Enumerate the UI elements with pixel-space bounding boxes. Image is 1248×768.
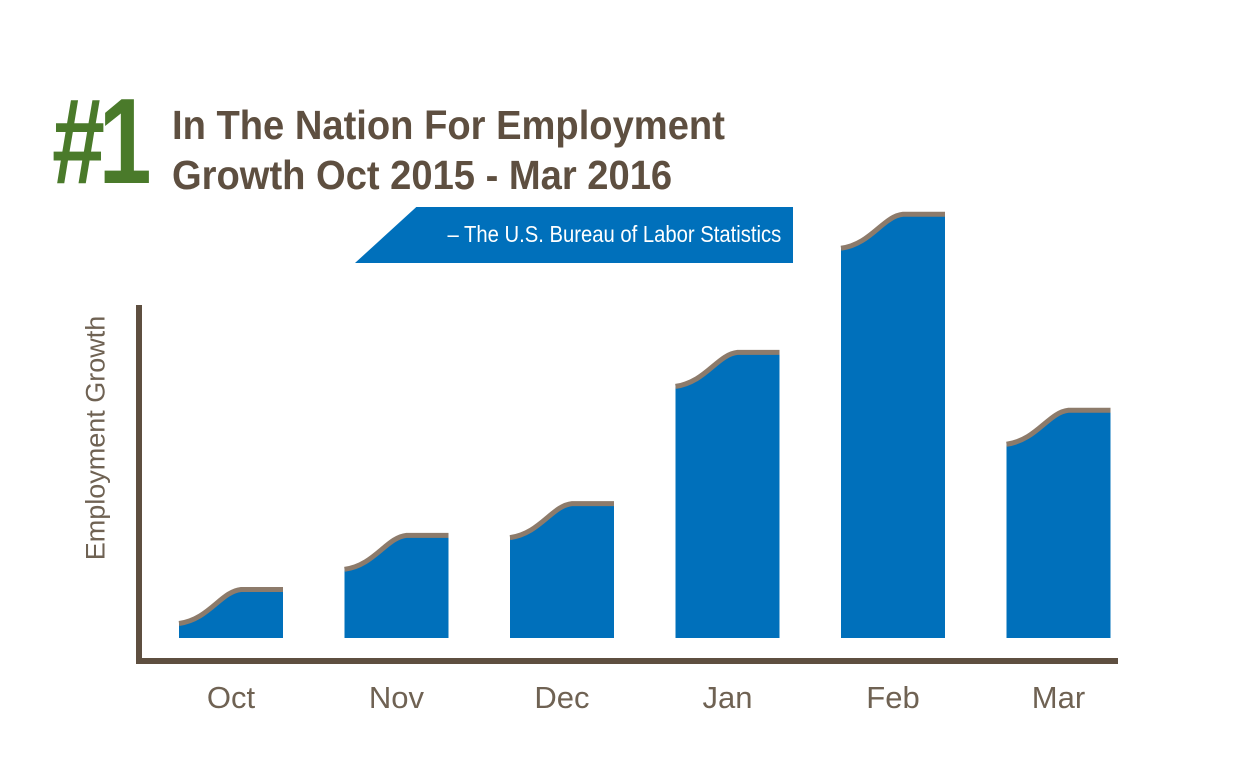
bar-cap-feb bbox=[840, 211, 945, 251]
x-tick-nov: Nov bbox=[369, 680, 425, 715]
bar-cap-oct bbox=[178, 586, 283, 626]
bars-group bbox=[178, 211, 1111, 638]
headline-line-1: In The Nation For Employment bbox=[172, 102, 725, 148]
bar-cap-mar bbox=[1006, 407, 1111, 447]
bar-nov bbox=[344, 535, 449, 638]
bar-jan bbox=[675, 352, 780, 638]
bar-cap-nov bbox=[344, 532, 449, 572]
rank-number: #1 bbox=[52, 73, 152, 209]
x-tick-jan: Jan bbox=[703, 680, 753, 715]
bar-cap-dec bbox=[509, 501, 614, 541]
x-tick-labels: Oct Nov Dec Jan Feb Mar bbox=[207, 680, 1085, 715]
source-banner: – The U.S. Bureau of Labor Statistics bbox=[355, 207, 793, 263]
headline: In The Nation For Employment Growth Oct … bbox=[172, 100, 767, 200]
x-tick-mar: Mar bbox=[1032, 680, 1085, 715]
x-tick-feb: Feb bbox=[866, 680, 919, 715]
bar-cap-jan bbox=[675, 349, 780, 389]
source-text: – The U.S. Bureau of Labor Statistics bbox=[447, 221, 781, 247]
bar-oct bbox=[179, 589, 283, 638]
x-tick-dec: Dec bbox=[534, 680, 589, 715]
bar-dec bbox=[510, 503, 614, 638]
bar-feb bbox=[841, 214, 945, 638]
x-tick-oct: Oct bbox=[207, 680, 256, 715]
headline-line-2: Growth Oct 2015 - Mar 2016 bbox=[172, 152, 673, 198]
bar-mar bbox=[1006, 410, 1111, 638]
